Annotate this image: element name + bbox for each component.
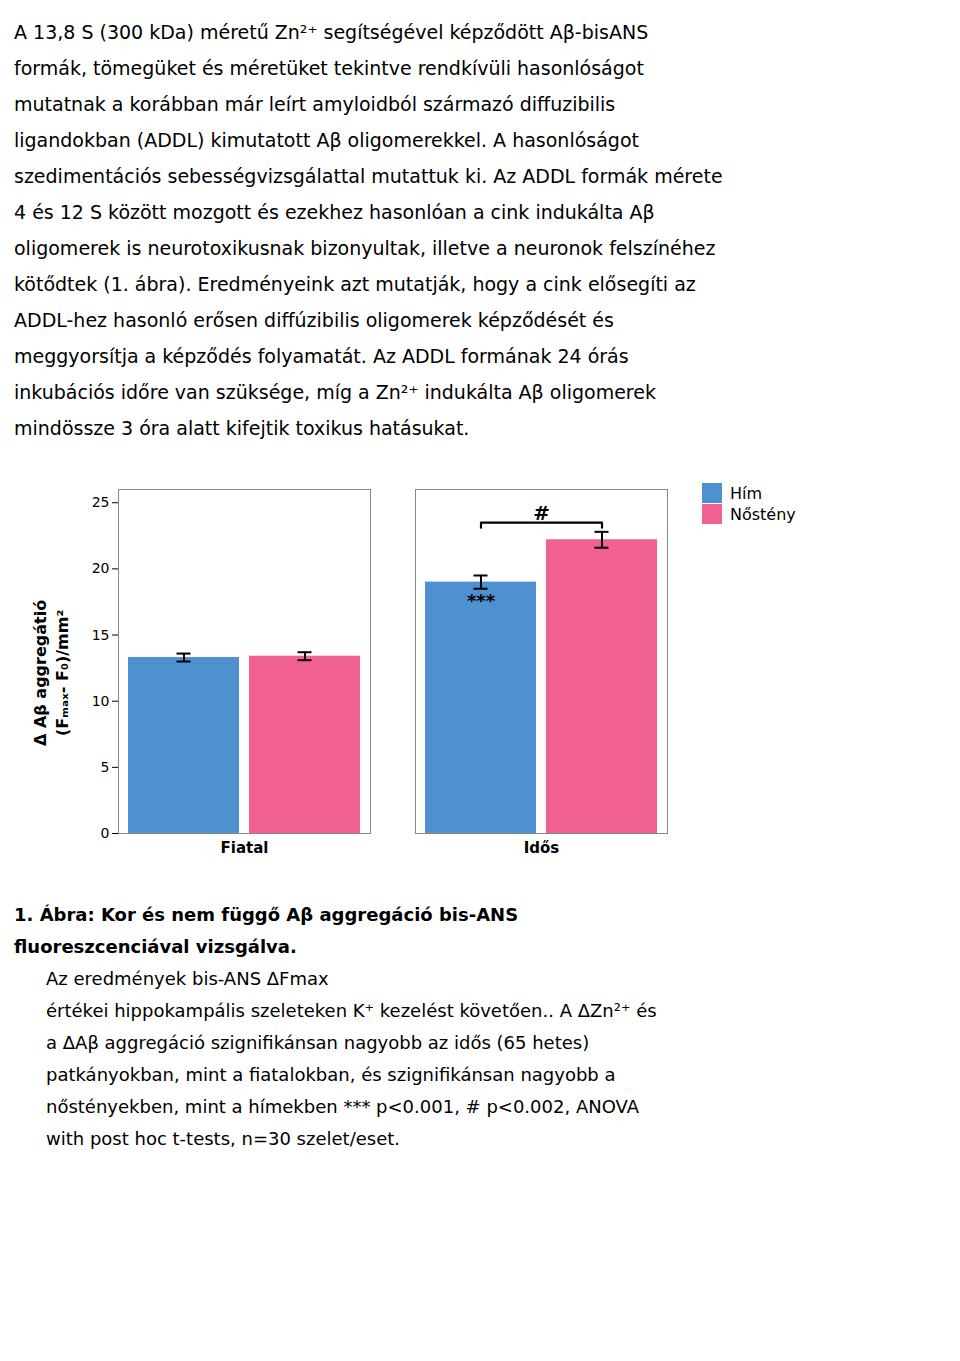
html-text:fluoreszcenciával vizsgálva.: fluoreszcenciával vizsgálva. — [14, 936, 297, 957]
html-text:1. Ábra: Kor és nem függő Aβ a: 1. Ábra: Kor és nem függő Aβ aggregáció … — [14, 904, 519, 925]
html-text:Nőstény: Nőstény — [730, 504, 796, 524]
html-text:A 13,8 S (300 kDa) méretű Zn²⁺: A 13,8 S (300 kDa) méretű Zn²⁺ segítségé… — [14, 21, 649, 43]
html-text:Δ Aβ aggregátió: Δ Aβ aggregátió — [31, 599, 50, 747]
svg-text:15: 15 — [92, 627, 110, 643]
html-text:a ΔAβ aggregáció szignifikánsa: a ΔAβ aggregáció szignifikánsan nagyobb … — [46, 1032, 590, 1053]
svg-text:#: # — [533, 501, 550, 525]
html-text:with post hoc t-tests, n=30 sz: with post hoc t-tests, n=30 szelet/eset. — [46, 1128, 400, 1149]
html-text:patkányokban, mint a fiatalokb: patkányokban, mint a fiatalokban, és szi… — [46, 1064, 616, 1085]
html-text:4 és 12 S között mozgott és ez: 4 és 12 S között mozgott és ezekhez haso… — [14, 201, 655, 223]
svg-text:0: 0 — [101, 825, 110, 841]
html-text:oligomerek is neurotoxikusnak: oligomerek is neurotoxikusnak bizonyulta… — [14, 237, 716, 259]
html-text:ADDL-hez hasonló erősen diffúz: ADDL-hez hasonló erősen diffúzibilis oli… — [14, 309, 614, 331]
html-text:Hím: Hím — [730, 483, 763, 503]
svg-text:Idős: Idős — [524, 839, 560, 857]
svg-text:20: 20 — [92, 560, 110, 576]
html-text:(Fₘₐₓ- F₀)/mm²: (Fₘₐₓ- F₀)/mm² — [53, 609, 72, 737]
svg-text:10: 10 — [92, 693, 110, 709]
html-text:mutatnak a korábban már leírt: mutatnak a korábban már leírt amyloidból… — [14, 93, 616, 115]
html-text:mindössze 3 óra alatt kifejtik: mindössze 3 óra alatt kifejtik toxikus h… — [14, 417, 470, 439]
svg-text:25: 25 — [92, 494, 110, 510]
html-text:Az eredmények bis-ANS ΔFmax: Az eredmények bis-ANS ΔFmax — [46, 968, 329, 989]
html-text:kötődtek (1. ábra). Eredményei: kötődtek (1. ábra). Eredményeink azt mut… — [14, 273, 696, 295]
html-text:szedimentációs sebességvizsgál: szedimentációs sebességvizsgálattal muta… — [14, 165, 723, 187]
svg-text:***: *** — [467, 590, 496, 611]
html-text:ligandokban (ADDL) kimutatott: ligandokban (ADDL) kimutatott Aβ oligome… — [14, 129, 639, 151]
html-text:értékei hippokampális szeletek: értékei hippokampális szeleteken K⁺ keze… — [46, 1000, 657, 1021]
html-text:formák, tömegüket és méretüket: formák, tömegüket és méretüket tekintve … — [14, 57, 644, 79]
html-text:nőstényekben, mint a hímekben: nőstényekben, mint a hímekben *** p<0.00… — [46, 1096, 639, 1117]
svg-text:Fiatal: Fiatal — [221, 839, 269, 857]
html-text:inkubációs időre van szüksége,: inkubációs időre van szüksége, míg a Zn²… — [14, 381, 656, 403]
html-text:meggyorsítja a képződés folyam: meggyorsítja a képződés folyamatát. Az A… — [14, 345, 629, 367]
svg-text:5: 5 — [101, 759, 110, 775]
